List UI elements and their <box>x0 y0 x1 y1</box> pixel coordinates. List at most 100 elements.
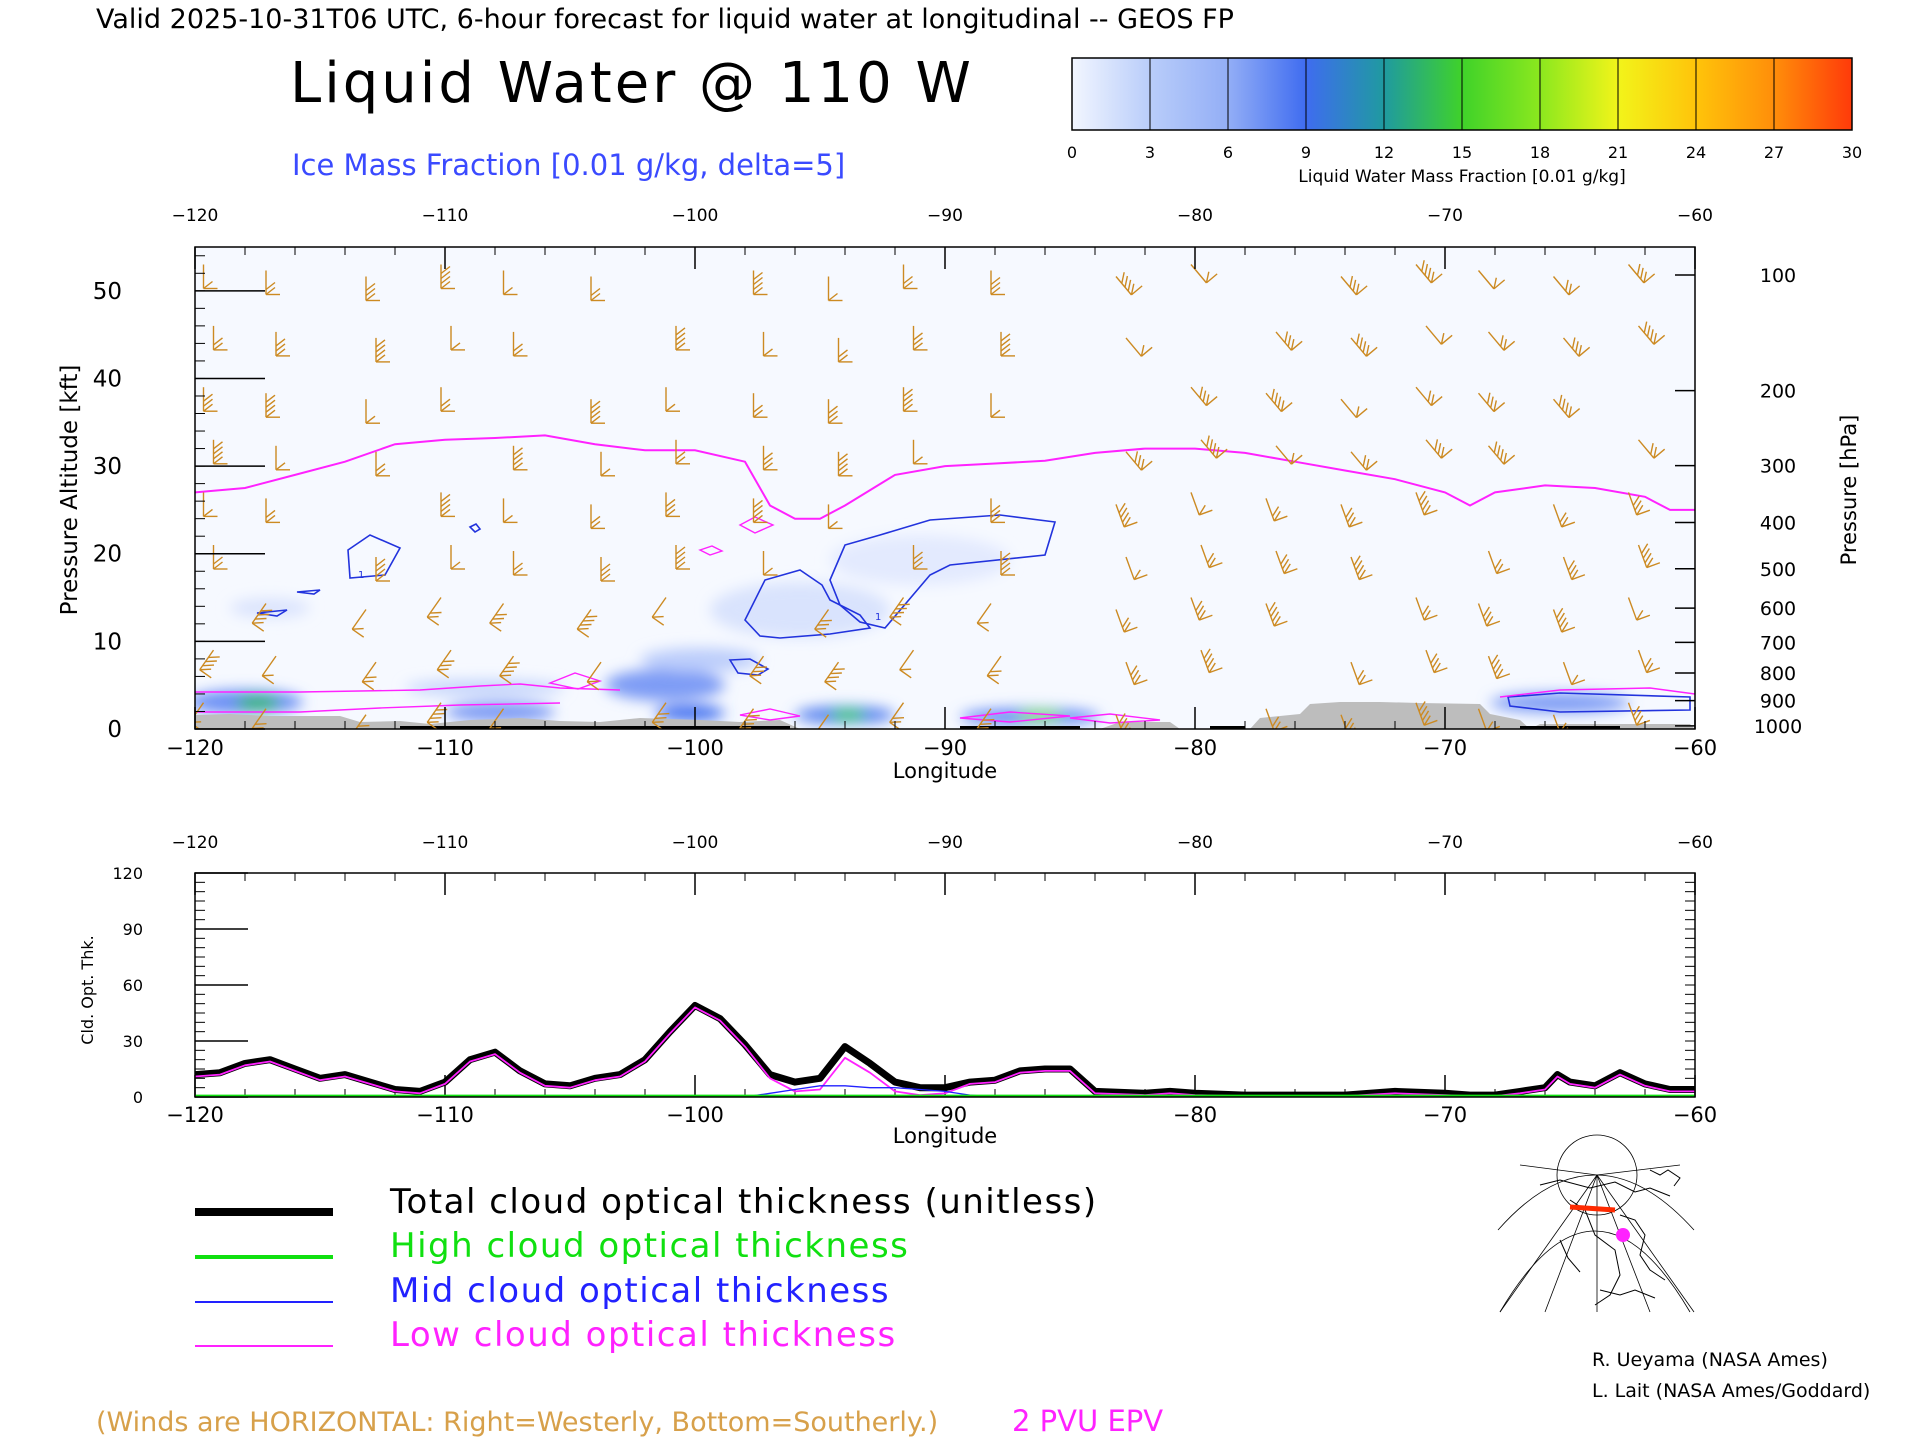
wind-barb <box>889 597 910 626</box>
wind-barb <box>1350 333 1378 357</box>
wind-barb <box>375 557 390 582</box>
wind-barb <box>212 439 228 465</box>
colorbar-tick-label: 6 <box>1223 143 1233 162</box>
wind-barb <box>814 714 830 729</box>
lower-bottom-x-tick-label: −60 <box>1673 1103 1717 1127</box>
wind-barb <box>440 387 455 412</box>
wind-barb <box>202 492 218 518</box>
wind-barb <box>590 399 605 424</box>
wind-barb <box>502 270 518 296</box>
section-left-tick-label: 10 <box>93 629 122 655</box>
wind-barb <box>489 603 507 632</box>
section-background <box>195 247 1695 729</box>
wind-barb <box>1552 394 1581 419</box>
legend-label-mid: Mid cloud optical thickness <box>390 1271 890 1311</box>
section-right-tick-label: 400 <box>1760 512 1796 534</box>
wind-barb <box>1562 337 1591 357</box>
wind-barb <box>1487 331 1516 351</box>
wind-barb <box>265 498 280 524</box>
epv-label: 2 PVU EPV <box>1012 1404 1163 1438</box>
wind-barb <box>1200 648 1223 674</box>
section-top-x-tick-label: −60 <box>1677 206 1713 226</box>
lower-bottom-x-tick-label: −110 <box>416 1103 474 1127</box>
wind-barb <box>902 387 918 412</box>
wind-barb <box>902 264 918 290</box>
wind-barb <box>1627 263 1656 284</box>
wind-barb <box>1637 649 1661 674</box>
section-top-x-tick-label: −110 <box>422 206 469 226</box>
wind-barb <box>512 445 528 471</box>
wind-barb <box>1125 556 1148 581</box>
wind-barb <box>912 325 928 351</box>
map-graticule <box>1497 1134 1695 1313</box>
colorbar-tick-label: 18 <box>1530 143 1550 162</box>
section-bottom-x-tick-label: −110 <box>416 736 474 760</box>
section-right-tick-label: 1000 <box>1754 716 1802 738</box>
wind-barb <box>202 264 218 290</box>
wind-barb <box>675 545 690 570</box>
section-right-tick-label: 300 <box>1760 456 1796 478</box>
wind-barb <box>1415 701 1438 726</box>
wind-barb <box>1627 702 1651 726</box>
wind-barb <box>1000 331 1015 357</box>
colorbar-label: Liquid Water Mass Fraction [0.01 g/kg] <box>1298 167 1625 187</box>
section-right-y-ticks: 100 200 300 400 500 600 700 800 900 1000 <box>1675 265 1802 738</box>
credit-line-2: L. Lait (NASA Ames/Goddard) <box>1592 1380 1870 1402</box>
wind-barb <box>1200 544 1223 569</box>
section-top-x-ticks: −120 −110 −100 −90 −80 −70 −60 <box>172 206 1713 269</box>
wind-barb <box>912 439 928 465</box>
section-left-tick-label: 50 <box>93 279 122 305</box>
wind-barb <box>502 498 518 524</box>
contour-label: 1 <box>875 612 881 623</box>
colorbar-ticks: 0 3 6 9 12 15 18 21 24 27 30 <box>1067 143 1862 162</box>
wind-barb <box>1415 597 1438 621</box>
colorbar-tick-label: 9 <box>1301 143 1311 162</box>
wind-barbs <box>195 260 1666 729</box>
wind-barb <box>265 270 280 296</box>
main-title: Liquid Water @ 110 W <box>290 51 974 116</box>
wind-barb <box>1562 556 1586 581</box>
lower-top-x-tick-label: −80 <box>1177 833 1213 853</box>
wind-barb <box>1415 386 1443 407</box>
section-panel: 1 1 −120 −110 −100 −90 −80 −70 −60 −120 −110 −10… <box>57 206 1861 783</box>
wind-barb <box>1350 451 1378 471</box>
lower-bottom-x-ticks: −120 −110 −100 −90 −80 −70 −60 <box>166 1075 1717 1127</box>
wind-barb <box>899 649 915 679</box>
lw-blob <box>830 535 1010 585</box>
wind-barb <box>1552 714 1569 729</box>
wind-barb <box>576 609 598 638</box>
wind-barb <box>1552 504 1576 528</box>
subtitle: Ice Mass Fraction [0.01 g/kg, delta=5] <box>292 148 845 182</box>
wind-barb <box>990 498 1005 524</box>
colorbar-swatch <box>1384 58 1462 130</box>
wind-barb <box>762 331 778 357</box>
wind-barb <box>1627 597 1651 621</box>
colorbar-swatch <box>1540 58 1618 130</box>
wind-barb <box>361 661 377 691</box>
wind-barb <box>586 661 602 691</box>
map-section-line <box>1569 1204 1616 1213</box>
wind-barb <box>827 504 843 530</box>
wind-barb <box>1487 550 1511 575</box>
wind-barb <box>990 270 1005 296</box>
legend-label-high: High cloud optical thickness <box>390 1226 909 1266</box>
colorbar-swatch <box>1228 58 1306 130</box>
wind-barb <box>436 649 455 679</box>
colorbar-tick-label: 24 <box>1686 143 1706 162</box>
series-line-mid <box>195 1085 1695 1097</box>
wind-barb <box>1265 388 1293 413</box>
section-y-label-right: Pressure [hPa] <box>1837 415 1861 566</box>
wind-barb <box>275 331 290 357</box>
wind-barb <box>1190 597 1213 621</box>
colorbar-swatch <box>1306 58 1384 130</box>
lower-y-label: Cld. Opt. Thk. <box>78 935 97 1044</box>
section-left-tick-label: 30 <box>93 454 122 480</box>
lower-top-x-tick-label: −90 <box>927 833 963 853</box>
wind-barb <box>1115 502 1138 528</box>
epv-tropopause-line <box>195 434 1695 520</box>
wind-barb <box>365 276 380 302</box>
valid-line: Valid 2025-10-31T06 UTC, 6-hour forecast… <box>96 4 1234 35</box>
section-top-x-tick-label: −80 <box>1177 206 1213 226</box>
wind-barb <box>1477 603 1501 627</box>
